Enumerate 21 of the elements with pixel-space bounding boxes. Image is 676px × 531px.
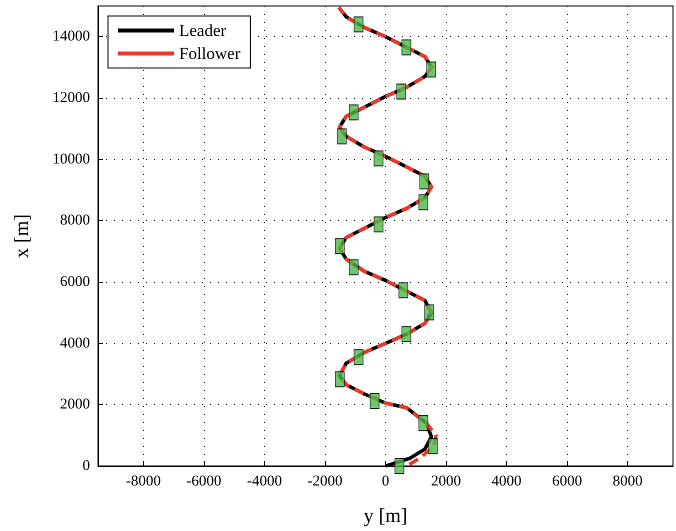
y-tick-label: 4000 [60, 335, 90, 352]
x-tick-label: 2000 [431, 474, 462, 490]
x-tick-label: 8000 [612, 474, 643, 490]
x-axis-title: y [m] [364, 505, 408, 527]
x-tick-label: 0 [382, 474, 390, 490]
x-tick-label: -4000 [246, 474, 282, 490]
y-tick-label: 2000 [60, 396, 90, 413]
x-tick-label: -6000 [186, 474, 222, 490]
y-tick-label: 12000 [52, 90, 90, 106]
y-tick-label: 6000 [60, 274, 90, 290]
y-tick-label: 10000 [52, 151, 90, 168]
x-tick-label: -2000 [307, 474, 342, 490]
x-tick-label: -8000 [126, 474, 161, 490]
y-tick-label: 0 [82, 458, 90, 474]
legend-label: Leader [179, 21, 227, 40]
y-tick-label: 8000 [60, 212, 90, 229]
y-tick-label: 14000 [52, 28, 90, 45]
x-tick-label: 6000 [552, 474, 582, 490]
x-tick-label: 4000 [492, 474, 522, 490]
y-axis-title: x [m] [11, 214, 33, 258]
legend-label: Follower [179, 44, 241, 63]
